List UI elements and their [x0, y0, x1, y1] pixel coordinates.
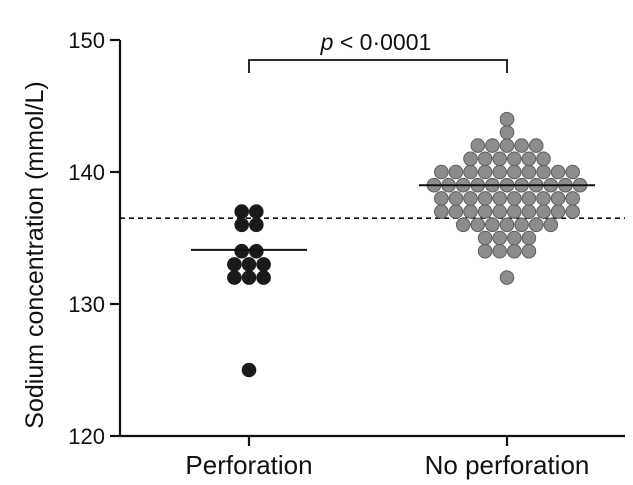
data-point: [536, 204, 551, 219]
data-point: [492, 204, 508, 219]
data-point: [550, 191, 566, 206]
data-point: [507, 243, 522, 259]
axes: 120 130 140 150 Perforation No perforation: [68, 28, 625, 480]
data-point: [565, 164, 581, 180]
data-point: [499, 111, 515, 127]
data-point: [521, 230, 537, 246]
data-point: [536, 191, 551, 206]
data-point: [507, 164, 522, 180]
data-point: [463, 151, 478, 167]
p-value-text: < 0·0001: [333, 29, 431, 55]
p-symbol: p: [320, 29, 334, 55]
data-point: [434, 191, 449, 206]
data-point: [455, 217, 471, 233]
data-point: [499, 217, 515, 233]
data-point: [241, 270, 257, 285]
data-point: [514, 217, 529, 233]
data-point: [565, 204, 581, 219]
data-point: [507, 191, 522, 206]
data-point: [241, 257, 257, 272]
data-point: [492, 191, 508, 206]
data-point: [565, 191, 581, 206]
y-axis-label-group: Sodium concentration (mmol/L): [21, 81, 49, 428]
y-tick-label: 140: [68, 160, 105, 185]
data-point: [470, 217, 486, 233]
data-point: [227, 270, 242, 285]
y-tick-label: 130: [68, 292, 105, 317]
data-point: [234, 217, 249, 233]
data-point: [463, 191, 478, 206]
data-point: [463, 204, 478, 219]
data-point: [448, 164, 464, 180]
data-point: [499, 125, 515, 140]
data-point: [241, 362, 257, 378]
data-point: [492, 230, 508, 246]
y-tick-label: 120: [68, 424, 105, 449]
data-point: [507, 230, 522, 246]
data-point: [234, 243, 249, 259]
data-point: [514, 138, 529, 153]
data-point: [434, 164, 449, 180]
data-point: [536, 164, 551, 180]
data-point: [477, 230, 493, 246]
data-point: [521, 243, 537, 259]
data-point: [485, 138, 500, 153]
data-point: [485, 217, 500, 233]
data-point: [470, 138, 486, 153]
data-point: [492, 151, 508, 167]
p-value-annotation: p < 0·0001: [320, 29, 432, 55]
data-point: [227, 257, 242, 272]
mean-lines: [191, 184, 595, 251]
data-point: [234, 204, 249, 219]
data-point: [248, 243, 264, 259]
x-category-label: Perforation: [185, 450, 312, 480]
data-point: [477, 204, 493, 219]
data-point: [521, 164, 537, 180]
bracket-line: [248, 59, 508, 73]
significance-bracket: [248, 59, 508, 73]
data-point: [507, 204, 522, 219]
data-point: [477, 243, 493, 259]
data-point: [543, 217, 559, 233]
data-point: [528, 217, 544, 233]
data-point: [248, 217, 264, 233]
data-point: [248, 204, 264, 219]
y-tick-label: 150: [68, 28, 105, 53]
data-points: [227, 111, 588, 378]
data-point: [499, 138, 515, 153]
data-point: [507, 151, 522, 167]
data-point: [550, 164, 566, 180]
data-point: [434, 204, 449, 219]
data-point: [492, 243, 508, 259]
data-point: [463, 164, 478, 180]
data-point: [528, 138, 544, 153]
data-point: [492, 164, 508, 180]
data-point: [448, 191, 464, 206]
data-point: [550, 204, 566, 219]
data-point: [521, 191, 537, 206]
data-point: [536, 151, 551, 167]
data-point: [521, 204, 537, 219]
data-point: [448, 204, 464, 219]
data-point: [499, 270, 515, 285]
data-point: [477, 191, 493, 206]
data-point: [256, 257, 271, 272]
y-axis-label: Sodium concentration (mmol/L): [21, 81, 49, 428]
data-point: [256, 270, 271, 285]
data-point: [521, 151, 537, 167]
data-point: [477, 164, 493, 180]
x-category-label: No perforation: [425, 450, 590, 480]
data-point: [477, 151, 493, 167]
